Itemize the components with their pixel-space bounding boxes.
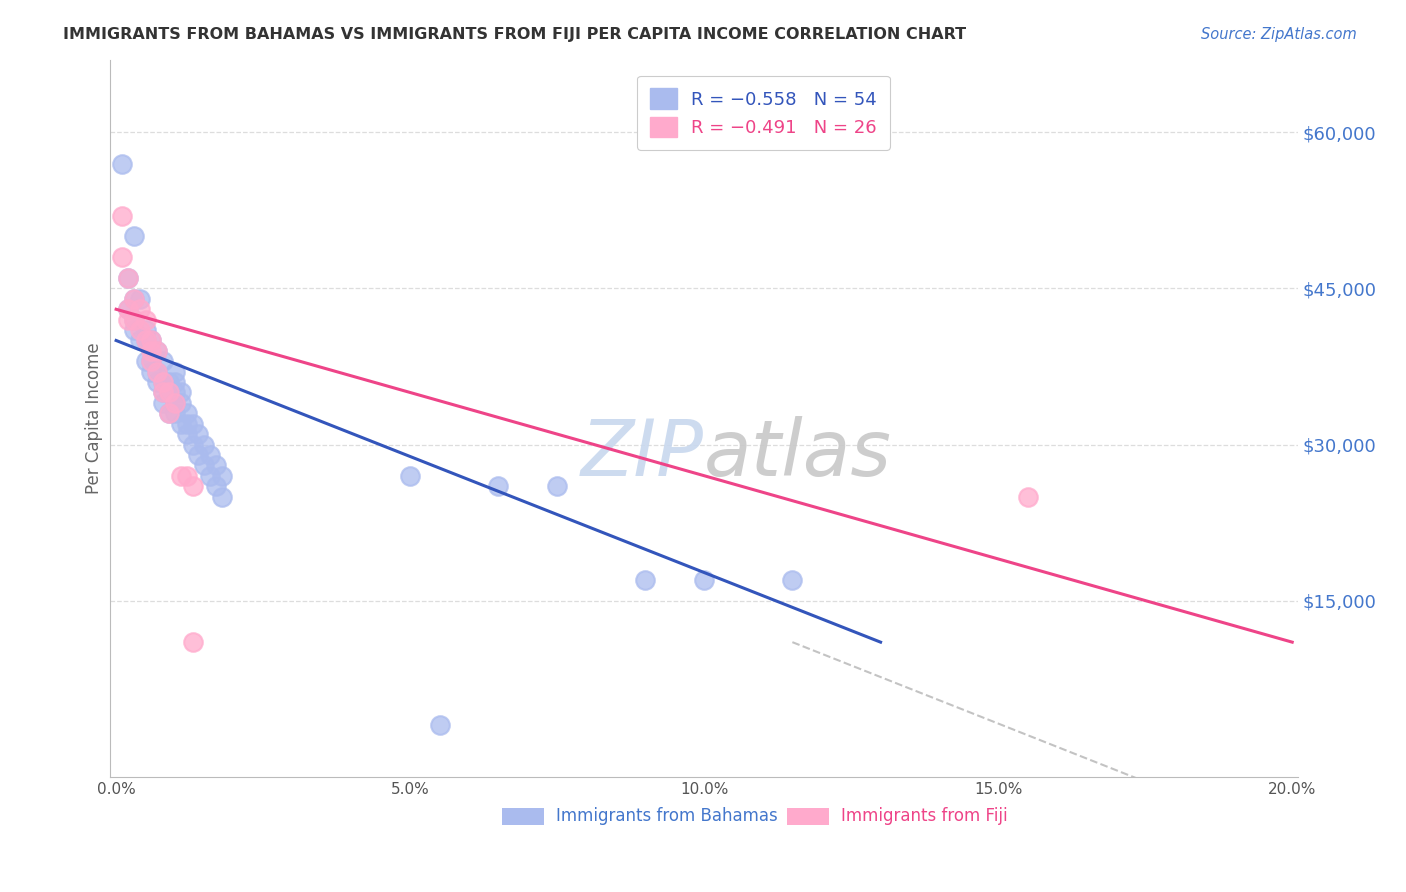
Point xyxy=(122,292,145,306)
Point xyxy=(141,354,163,368)
Point xyxy=(111,209,134,223)
Point xyxy=(152,375,174,389)
Point xyxy=(157,406,180,420)
Point xyxy=(146,365,169,379)
Point xyxy=(546,479,568,493)
Bar xyxy=(502,807,544,825)
Point xyxy=(135,334,157,348)
Point xyxy=(117,271,139,285)
Point xyxy=(181,417,204,431)
Point xyxy=(211,468,233,483)
Text: IMMIGRANTS FROM BAHAMAS VS IMMIGRANTS FROM FIJI PER CAPITA INCOME CORRELATION CH: IMMIGRANTS FROM BAHAMAS VS IMMIGRANTS FR… xyxy=(63,27,966,42)
Point xyxy=(157,385,180,400)
Point xyxy=(163,396,186,410)
Point xyxy=(163,396,186,410)
Point xyxy=(200,468,222,483)
Point xyxy=(122,312,145,326)
Y-axis label: Per Capita Income: Per Capita Income xyxy=(86,343,103,494)
Point xyxy=(146,375,169,389)
Point xyxy=(176,406,198,420)
Point xyxy=(117,302,139,317)
Point xyxy=(146,365,169,379)
Point xyxy=(176,417,198,431)
Point xyxy=(429,718,451,732)
Text: ZIP: ZIP xyxy=(581,417,704,492)
Point xyxy=(1017,490,1039,504)
Point xyxy=(111,250,134,264)
Point xyxy=(128,302,150,317)
Point xyxy=(163,365,186,379)
Point xyxy=(117,271,139,285)
Point xyxy=(163,385,186,400)
Point xyxy=(193,437,215,451)
Legend: R = −0.558   N = 54, R = −0.491   N = 26: R = −0.558 N = 54, R = −0.491 N = 26 xyxy=(637,76,890,150)
Point xyxy=(135,354,157,368)
Point xyxy=(128,292,150,306)
Point xyxy=(205,479,228,493)
Point xyxy=(141,334,163,348)
Point xyxy=(634,573,657,587)
Point xyxy=(135,312,157,326)
Point xyxy=(205,458,228,473)
Point xyxy=(141,365,163,379)
Point xyxy=(111,156,134,170)
Point xyxy=(181,635,204,649)
Point xyxy=(187,448,209,462)
Point xyxy=(128,323,150,337)
Point xyxy=(163,406,186,420)
Text: atlas: atlas xyxy=(704,417,891,492)
Point xyxy=(486,479,509,493)
Point xyxy=(141,343,163,358)
Point xyxy=(181,479,204,493)
Point xyxy=(152,385,174,400)
Point xyxy=(152,354,174,368)
Point xyxy=(176,468,198,483)
Text: Source: ZipAtlas.com: Source: ZipAtlas.com xyxy=(1201,27,1357,42)
Point xyxy=(176,427,198,442)
Point xyxy=(152,375,174,389)
Point xyxy=(122,229,145,244)
Point xyxy=(135,334,157,348)
Point xyxy=(170,417,193,431)
Point xyxy=(157,385,180,400)
Point xyxy=(152,385,174,400)
Point xyxy=(128,334,150,348)
Point xyxy=(157,375,180,389)
Point xyxy=(170,385,193,400)
Point xyxy=(141,354,163,368)
Point xyxy=(152,396,174,410)
Point xyxy=(399,468,422,483)
Point xyxy=(117,312,139,326)
Point xyxy=(146,343,169,358)
Text: Immigrants from Bahamas: Immigrants from Bahamas xyxy=(555,807,778,825)
Text: Immigrants from Fiji: Immigrants from Fiji xyxy=(841,807,1007,825)
Point xyxy=(200,448,222,462)
Point xyxy=(693,573,716,587)
Point xyxy=(157,406,180,420)
Point xyxy=(782,573,804,587)
Point xyxy=(170,396,193,410)
Point xyxy=(170,468,193,483)
Point xyxy=(135,323,157,337)
Point xyxy=(122,312,145,326)
Point xyxy=(187,427,209,442)
Point xyxy=(122,292,145,306)
Point xyxy=(117,302,139,317)
Point xyxy=(146,343,169,358)
Point xyxy=(141,334,163,348)
Point xyxy=(211,490,233,504)
Point xyxy=(193,458,215,473)
Point xyxy=(122,323,145,337)
Point xyxy=(163,375,186,389)
Bar xyxy=(787,807,830,825)
Point xyxy=(181,437,204,451)
